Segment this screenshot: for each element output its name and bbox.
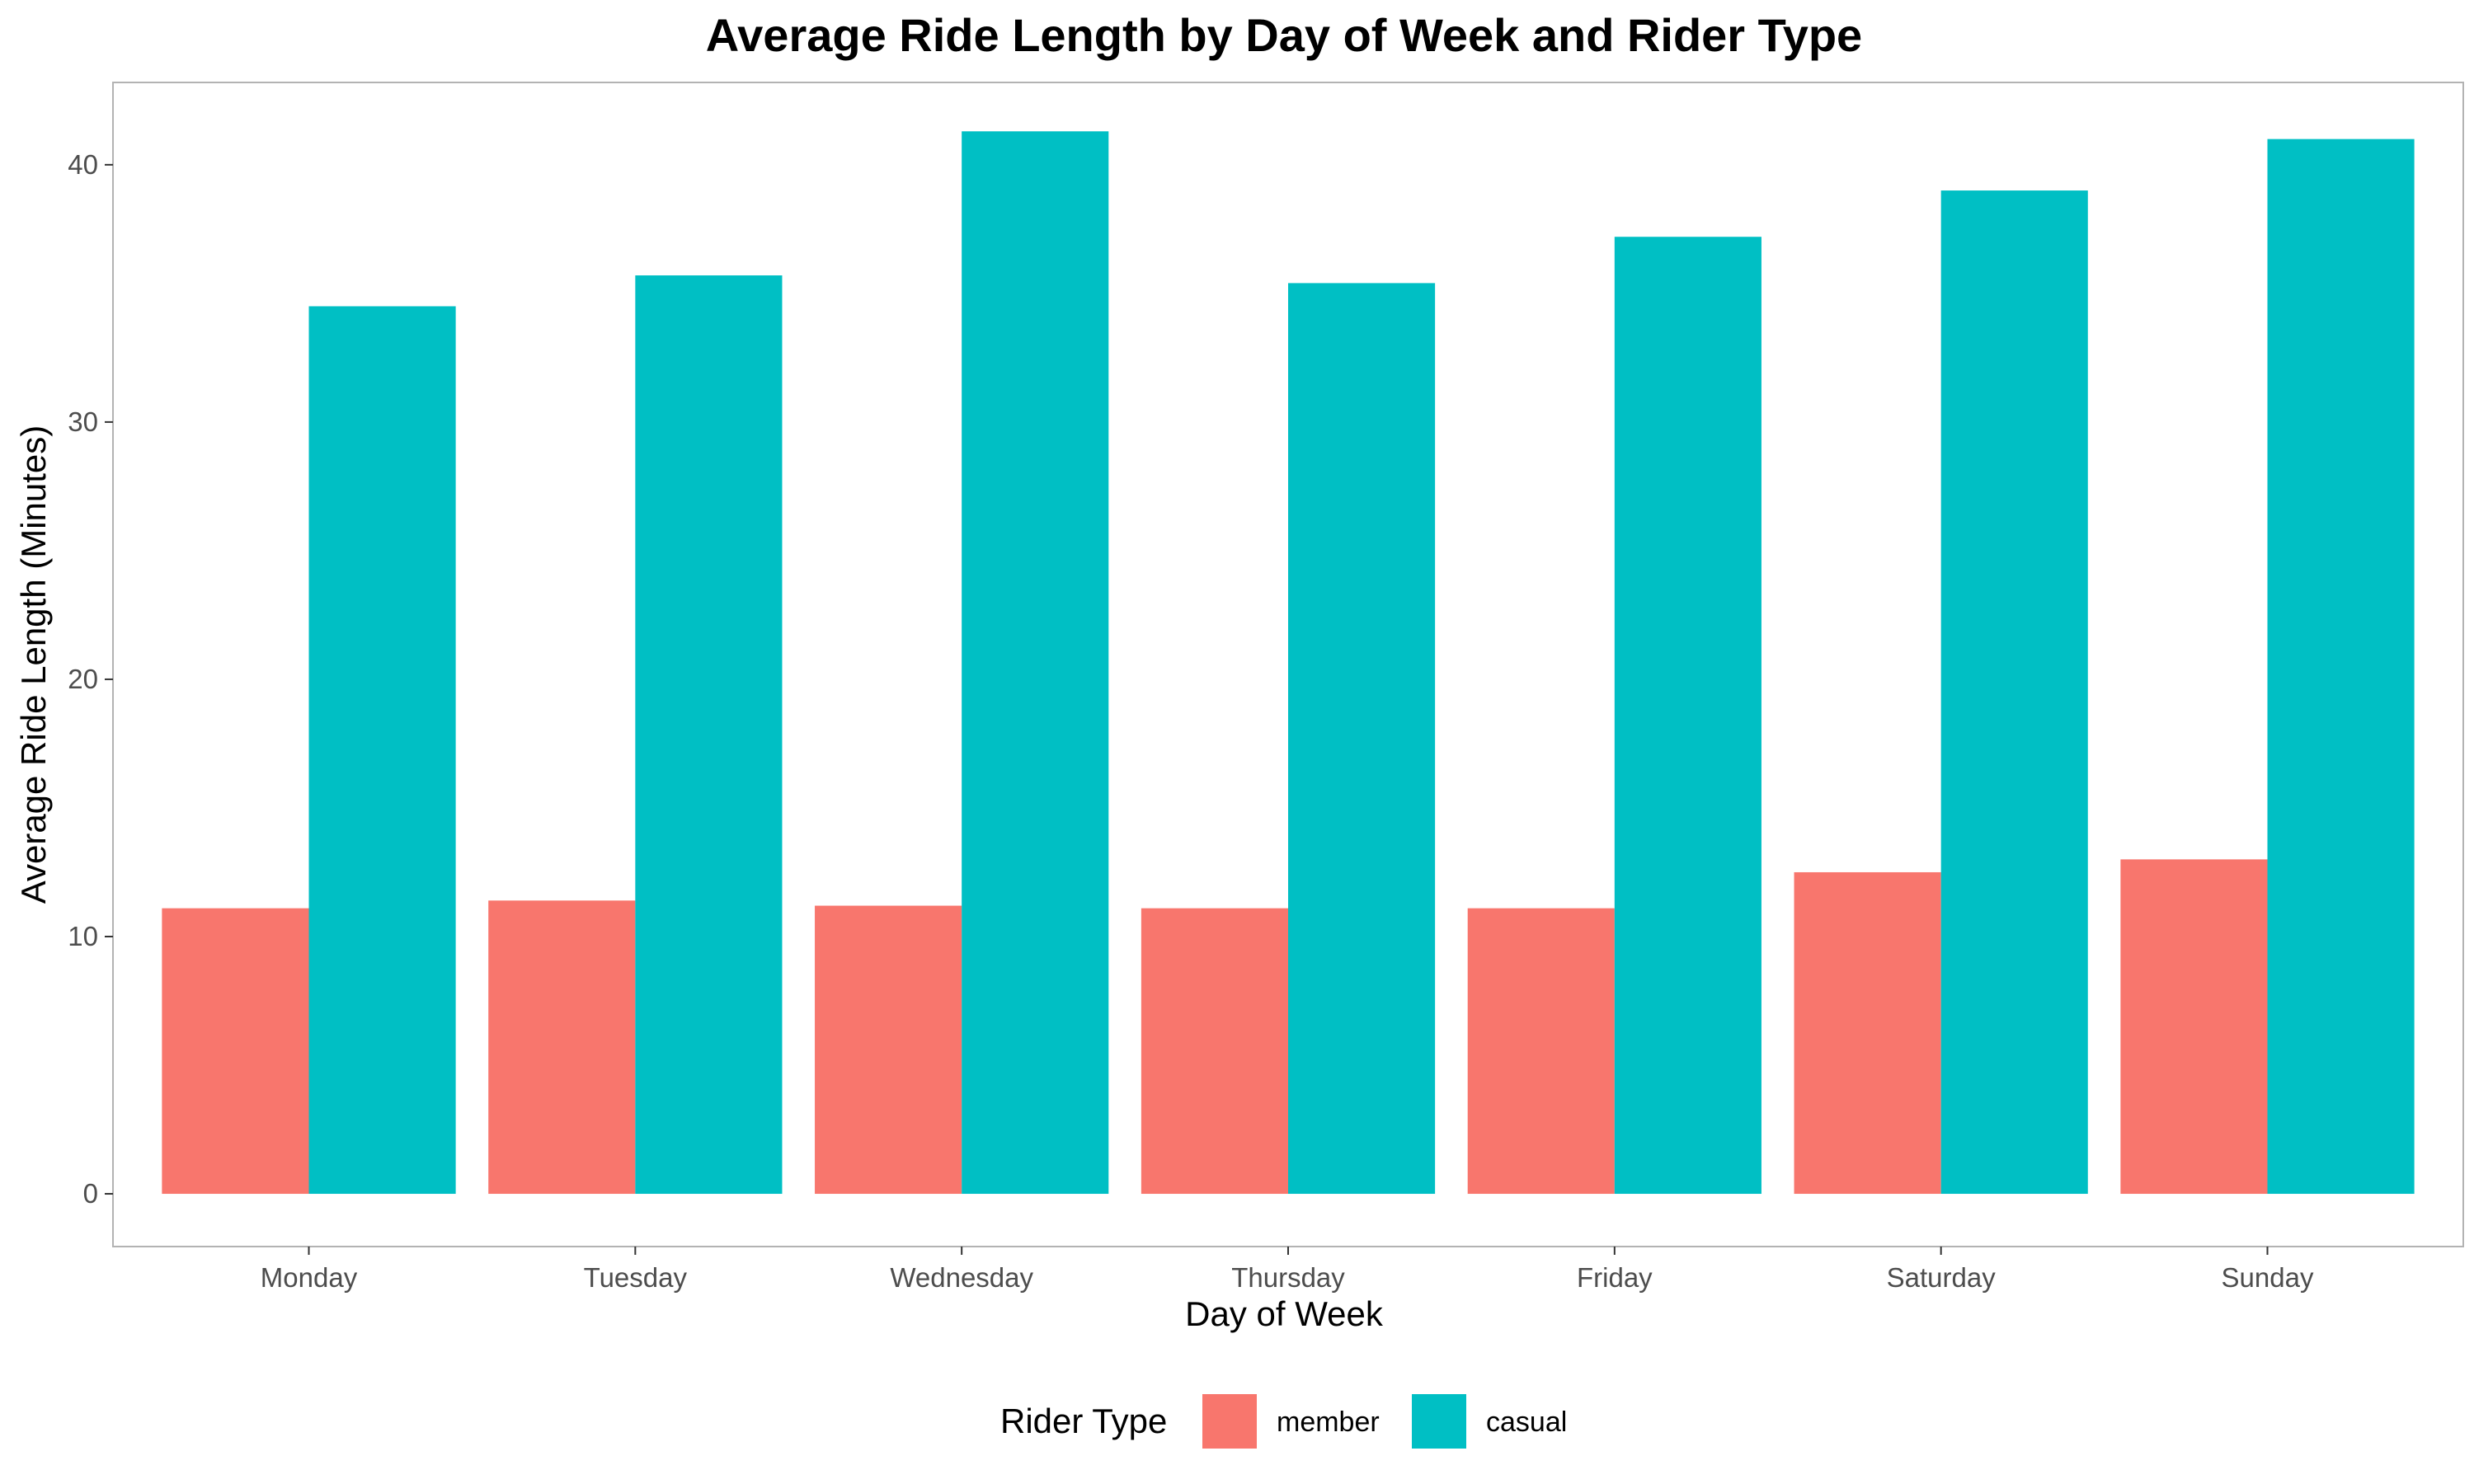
y-tick-label: 20 (68, 664, 98, 694)
bars (162, 131, 2415, 1195)
x-tick-label: Sunday (2222, 1262, 2314, 1293)
legend-key-member (1202, 1394, 1257, 1449)
bar-casual-monday (308, 306, 456, 1195)
bar-member-friday (1467, 908, 1615, 1195)
legend-title: Rider Type (1000, 1402, 1167, 1440)
bar-member-saturday (1794, 871, 1941, 1195)
y-tick-label: 30 (68, 406, 98, 437)
legend: Rider Type member casual (1000, 1394, 1567, 1449)
y-tick-label: 10 (68, 921, 98, 951)
bar-casual-tuesday (635, 275, 783, 1195)
legend-label-casual: casual (1486, 1407, 1567, 1438)
x-axis-title: Day of Week (1185, 1294, 1384, 1333)
bar-casual-saturday (1940, 190, 2088, 1195)
x-axis: Monday Tuesday Wednesday Thursday Friday Satu… (261, 1247, 2314, 1293)
legend-label-member: member (1277, 1407, 1380, 1438)
bar-member-thursday (1141, 908, 1288, 1195)
x-tick-label: Friday (1577, 1262, 1653, 1293)
bar-member-sunday (2120, 859, 2268, 1195)
legend-key-casual (1412, 1394, 1466, 1449)
x-tick-label: Saturday (1887, 1262, 1997, 1293)
x-tick-label: Wednesday (890, 1262, 1033, 1293)
bar-casual-wednesday (962, 131, 1109, 1195)
bar-casual-thursday (1288, 283, 1436, 1195)
y-axis-title: Average Ride Length (Minutes) (14, 425, 53, 904)
bar-casual-sunday (2267, 139, 2415, 1195)
y-axis: 0 10 20 30 40 (68, 149, 113, 1209)
bar-member-tuesday (488, 900, 636, 1195)
y-tick-label: 0 (83, 1178, 98, 1209)
bar-member-wednesday (815, 905, 962, 1195)
x-tick-label: Tuesday (584, 1262, 688, 1293)
x-tick-label: Thursday (1231, 1262, 1345, 1293)
bar-member-monday (162, 908, 309, 1195)
y-tick-label: 40 (68, 149, 98, 180)
x-tick-label: Monday (261, 1262, 358, 1293)
chart-title: Average Ride Length by Day of Week and R… (706, 9, 1862, 61)
bar-casual-friday (1614, 237, 1761, 1195)
